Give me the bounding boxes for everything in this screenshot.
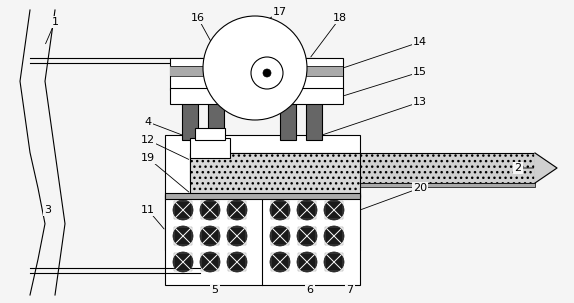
Bar [170,88,245,104]
Text: 7: 7 [347,285,354,295]
Bar [190,138,230,158]
Bar [306,100,322,140]
Text: 13: 13 [413,97,427,107]
Bar [190,183,535,187]
Text: 12: 12 [141,135,155,145]
Bar [174,253,192,271]
Circle shape [297,200,317,220]
Text: 4: 4 [145,117,152,127]
Bar [201,201,219,219]
Bar [195,128,225,140]
Bar [268,88,343,104]
Bar [165,193,360,199]
Bar [165,135,360,250]
Bar [271,227,289,245]
Circle shape [324,226,344,246]
Bar [298,201,316,219]
Bar [298,253,316,271]
Polygon shape [535,153,557,183]
Circle shape [324,252,344,272]
Text: 19: 19 [141,153,155,163]
Circle shape [270,226,290,246]
Circle shape [270,252,290,272]
Bar [228,201,246,219]
Circle shape [173,252,193,272]
Bar [271,201,289,219]
Bar [190,153,535,183]
Circle shape [227,252,247,272]
Bar [182,100,198,140]
Bar [228,227,246,245]
Circle shape [200,252,220,272]
Text: 16: 16 [191,13,205,23]
Circle shape [251,57,283,89]
Bar [170,66,343,76]
Text: 20: 20 [413,183,427,193]
Text: 18: 18 [333,13,347,23]
Circle shape [297,226,317,246]
Text: 1: 1 [52,17,59,27]
Bar [271,253,289,271]
Text: 5: 5 [211,285,219,295]
Text: 14: 14 [413,37,427,47]
Text: 2: 2 [514,163,522,173]
Bar [190,153,360,197]
Circle shape [203,16,307,120]
Bar [325,201,343,219]
Bar [174,227,192,245]
Bar [200,58,315,90]
Bar [165,195,360,285]
Bar [325,227,343,245]
Circle shape [270,200,290,220]
Bar [170,58,343,90]
Bar [201,253,219,271]
Text: 15: 15 [413,67,427,77]
Circle shape [200,226,220,246]
Bar [280,100,296,140]
Bar [228,253,246,271]
Bar [298,227,316,245]
Bar [201,227,219,245]
Circle shape [173,226,193,246]
Circle shape [227,200,247,220]
Bar [208,100,224,140]
Text: 17: 17 [273,7,287,17]
Text: 6: 6 [307,285,313,295]
Circle shape [173,200,193,220]
Text: 11: 11 [141,205,155,215]
Circle shape [297,252,317,272]
Circle shape [227,226,247,246]
Circle shape [200,200,220,220]
Text: 3: 3 [45,205,52,215]
Circle shape [263,69,271,77]
Circle shape [324,200,344,220]
Bar [174,201,192,219]
Bar [325,253,343,271]
